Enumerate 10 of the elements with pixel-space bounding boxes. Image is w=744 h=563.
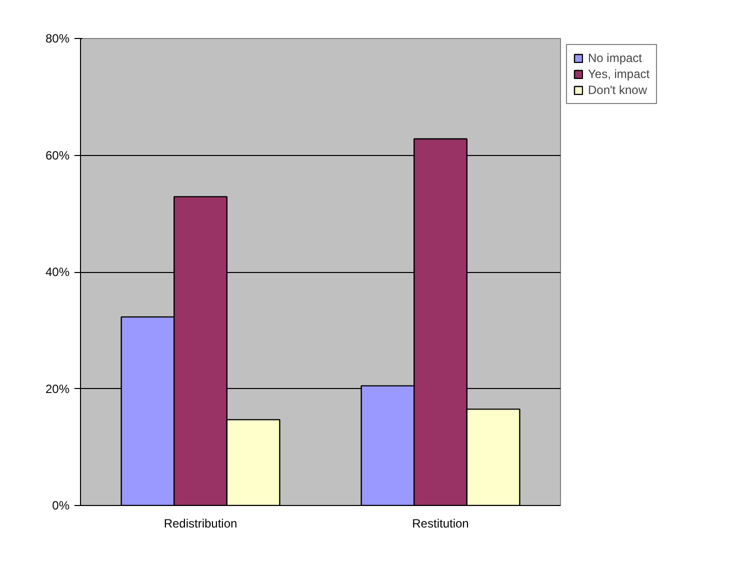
y-tick-label: 60% — [45, 148, 70, 162]
y-tick-label: 20% — [45, 382, 70, 396]
legend-label: Don't know — [588, 83, 647, 97]
x-tick-label: Restitution — [412, 516, 469, 530]
legend-label: No impact — [588, 51, 642, 65]
y-tick-label: 0% — [52, 498, 70, 512]
y-tick-label: 80% — [45, 32, 70, 46]
y-tick-label: 40% — [45, 265, 70, 279]
legend-label: Yes, impact — [588, 67, 650, 81]
x-tick-label: Redistribution — [164, 516, 238, 530]
